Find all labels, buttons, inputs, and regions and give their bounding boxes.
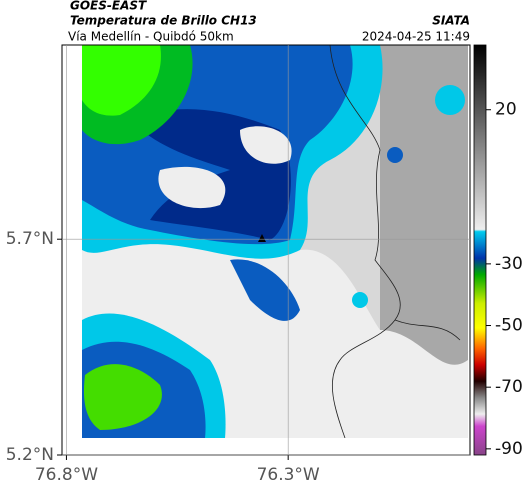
colorbar-tick-label: -90 [495, 439, 523, 459]
y-tick-label: 5.7°N [6, 229, 54, 249]
source: GOES-EAST [70, 0, 147, 13]
org: SIATA [432, 14, 470, 28]
x-tick-label: 76.8°W [35, 465, 98, 485]
colorbar-tick-label: -30 [495, 254, 523, 274]
title: Temperatura de Brillo CH13 [70, 14, 257, 28]
satellite-image [82, 45, 468, 438]
x-tick-label: 76.3°W [257, 465, 320, 485]
subtitle: Vía Medellín - Quibdó 50km [68, 30, 234, 44]
colorbar-tick-label: -70 [495, 377, 523, 397]
colorbar [473, 44, 487, 456]
colorbar-tick-label: 20 [495, 100, 517, 120]
colorbar-tick-label: -50 [495, 316, 523, 336]
timestamp: 2024-04-25 11:49 [362, 30, 470, 44]
y-tick-label: 5.2°N [6, 445, 54, 465]
